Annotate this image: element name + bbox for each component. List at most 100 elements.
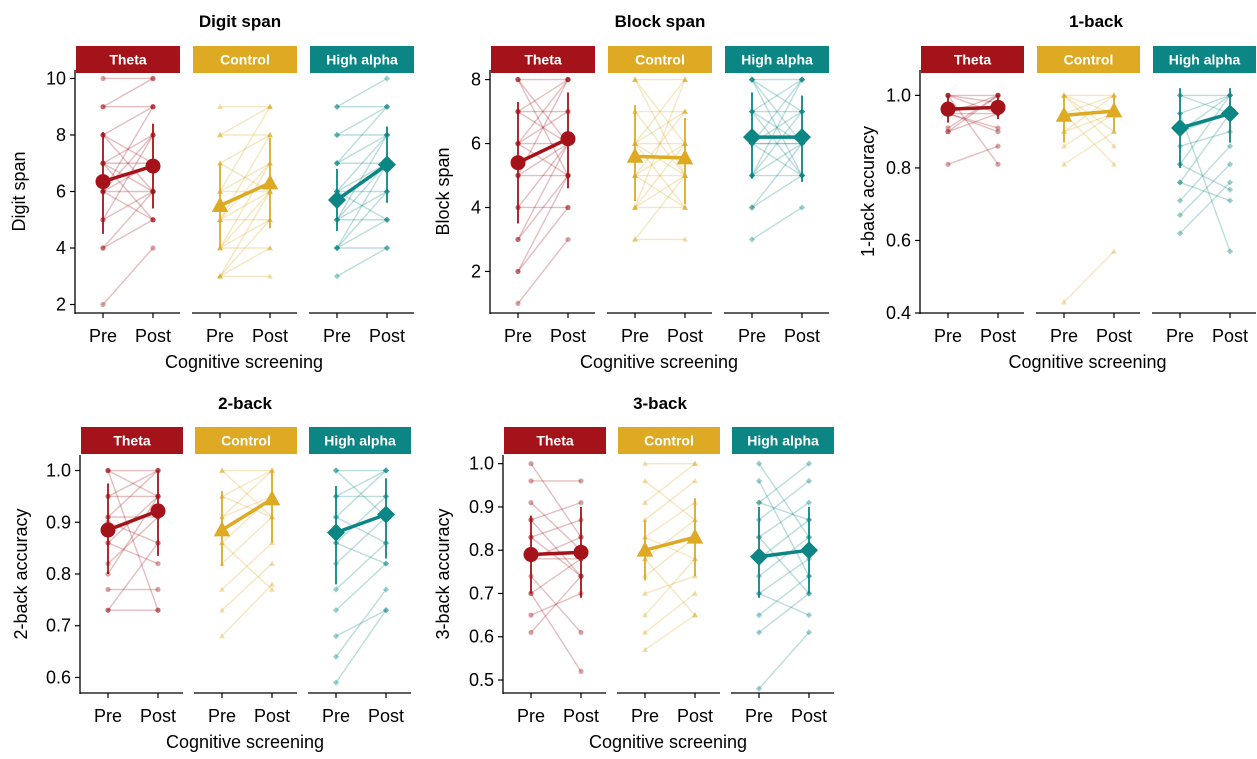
participant-line	[1179, 94, 1231, 165]
mean-line	[102, 164, 154, 184]
participant-line	[219, 191, 271, 277]
participant-line	[947, 94, 999, 165]
participant-point	[333, 273, 341, 280]
participant-line	[634, 174, 686, 209]
y-tick-label: 1.0	[46, 461, 71, 481]
participant-point	[155, 607, 161, 613]
participant-point	[1176, 179, 1184, 186]
participant-line	[1179, 130, 1231, 147]
participant-point	[332, 632, 340, 640]
mean-line	[758, 548, 810, 559]
participant-line	[219, 134, 271, 221]
participant-line	[107, 542, 159, 565]
strip-label: Control	[635, 52, 685, 68]
participant-point	[1061, 161, 1067, 167]
participant-point	[565, 204, 571, 211]
participant-line	[1179, 181, 1231, 234]
participant-point	[217, 273, 223, 279]
participant-line	[644, 463, 696, 504]
participant-line	[634, 79, 686, 144]
participant-point	[1061, 92, 1067, 98]
participant-line	[102, 134, 154, 164]
participant-line	[751, 142, 803, 177]
participant-point	[748, 76, 756, 83]
participant-point	[805, 460, 813, 467]
y-tick-label: 0.6	[886, 230, 911, 250]
participant-point	[333, 160, 341, 167]
participant-line	[219, 106, 271, 192]
participant-point	[1226, 161, 1234, 168]
participant-point	[332, 679, 340, 686]
strip-label: High alpha	[741, 52, 813, 68]
participant-line	[517, 79, 569, 113]
participant-line	[751, 79, 803, 144]
y-tick-label: 1.0	[886, 85, 911, 105]
mean-line	[335, 512, 387, 535]
participant-line	[221, 469, 273, 498]
participant-point	[1111, 92, 1117, 98]
participant-line	[335, 516, 387, 544]
participant-point	[382, 560, 390, 567]
participant-point	[692, 612, 698, 618]
participant-line	[947, 94, 999, 115]
participant-point	[217, 131, 223, 138]
facet-high-alpha: High alpha Pre Post	[724, 46, 829, 346]
y-tick-label: 0.5	[469, 670, 494, 690]
participant-line	[102, 162, 154, 193]
participant-line	[644, 502, 696, 538]
mean-line	[644, 535, 696, 552]
participant-point	[333, 244, 341, 252]
strip-label: High alpha	[747, 433, 819, 449]
participant-point	[333, 244, 341, 252]
facet-theta: Theta Pre Post	[490, 46, 595, 346]
participant-point	[515, 236, 521, 243]
participant-point	[100, 104, 106, 110]
participant-point	[578, 668, 584, 674]
participant-point	[632, 236, 638, 242]
strip-label: Control	[644, 433, 694, 449]
participant-line	[751, 79, 803, 113]
participant-line	[107, 470, 159, 518]
participant-point	[100, 75, 106, 82]
participant-point	[515, 76, 521, 83]
x-tick-label: Post	[980, 326, 1016, 346]
participant-point	[995, 161, 1001, 167]
participant-line	[517, 110, 569, 145]
participant-line	[335, 609, 387, 637]
participant-point	[755, 629, 763, 636]
participant-point	[682, 108, 688, 114]
participant-point	[219, 467, 225, 473]
mean-line	[335, 163, 389, 202]
participant-line	[219, 162, 271, 249]
participant-point	[755, 611, 763, 619]
mean-point	[95, 174, 111, 190]
facet-control: Control Pre Post	[192, 46, 297, 346]
participant-line	[219, 247, 271, 277]
mean-point	[990, 99, 1006, 115]
participant-line	[758, 592, 810, 616]
participant-point	[805, 629, 813, 636]
participant-point	[565, 236, 571, 243]
mean-point	[378, 155, 396, 174]
participant-line	[634, 111, 686, 176]
facet-high-alpha: High alpha Pre Post	[1152, 46, 1256, 346]
participant-point	[105, 607, 111, 613]
participant-point	[267, 131, 273, 138]
x-axis-title: Cognitive screening	[166, 732, 324, 752]
participant-point	[642, 629, 648, 635]
strip-label: Theta	[536, 433, 574, 449]
participant-point	[995, 125, 1001, 131]
participant-line	[1063, 94, 1115, 147]
participant-point	[755, 685, 763, 692]
participant-line	[758, 463, 810, 504]
participant-line	[336, 247, 388, 277]
x-tick-label: Post	[140, 706, 176, 726]
participant-point	[632, 204, 638, 210]
participant-point	[1226, 186, 1234, 193]
participant-line	[530, 575, 582, 633]
participant-point	[1111, 92, 1117, 98]
strip-label-bg	[309, 427, 411, 454]
y-tick-label: 6	[56, 182, 66, 202]
participant-line	[947, 94, 999, 129]
participant-point	[995, 143, 1001, 149]
